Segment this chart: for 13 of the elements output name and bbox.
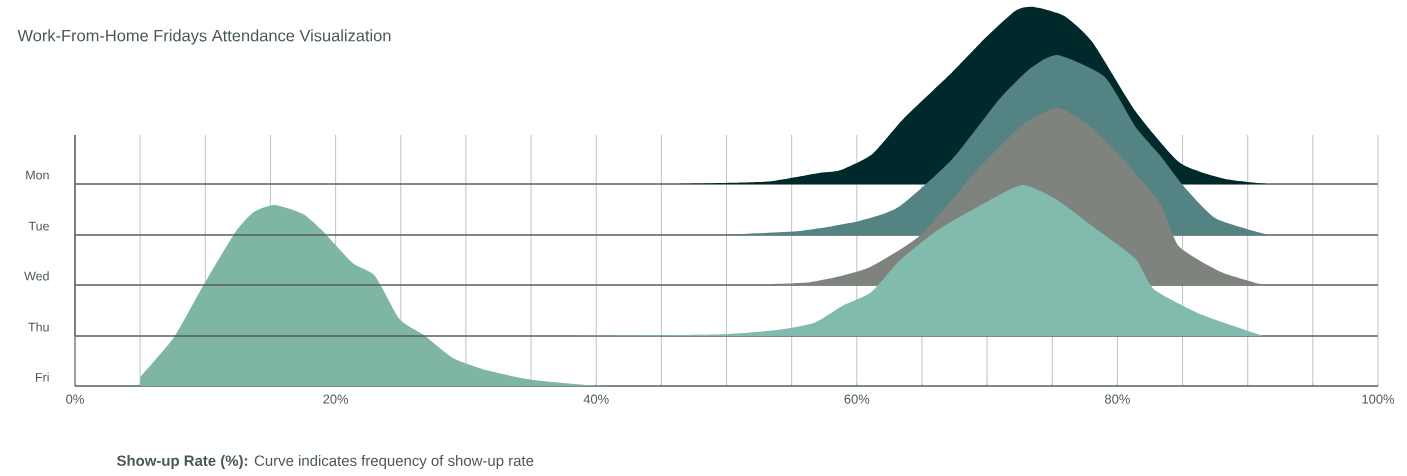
y-axis-title: Fri bbox=[35, 372, 49, 382]
x-tick-label: 20% bbox=[323, 394, 349, 404]
x-axis-title: Show-up Rate (%): Curve indicates frequency of show-up rate bbox=[116, 455, 534, 469]
y-axis-title: Wed bbox=[24, 271, 49, 281]
y-axis-title: Mon bbox=[26, 170, 49, 180]
x-tick-label: 0% bbox=[66, 394, 84, 404]
x-tick-label: 100% bbox=[1362, 394, 1395, 404]
y-axis-title: Tue bbox=[28, 221, 49, 231]
y-axis-title: Thu bbox=[28, 322, 49, 332]
x-tick-label: 60% bbox=[844, 394, 870, 404]
text: Work-From-Home Fridays Attendance Visualization bbox=[17, 29, 391, 45]
x-tick-label: 80% bbox=[1105, 394, 1130, 404]
x-tick-label: 40% bbox=[583, 394, 609, 404]
